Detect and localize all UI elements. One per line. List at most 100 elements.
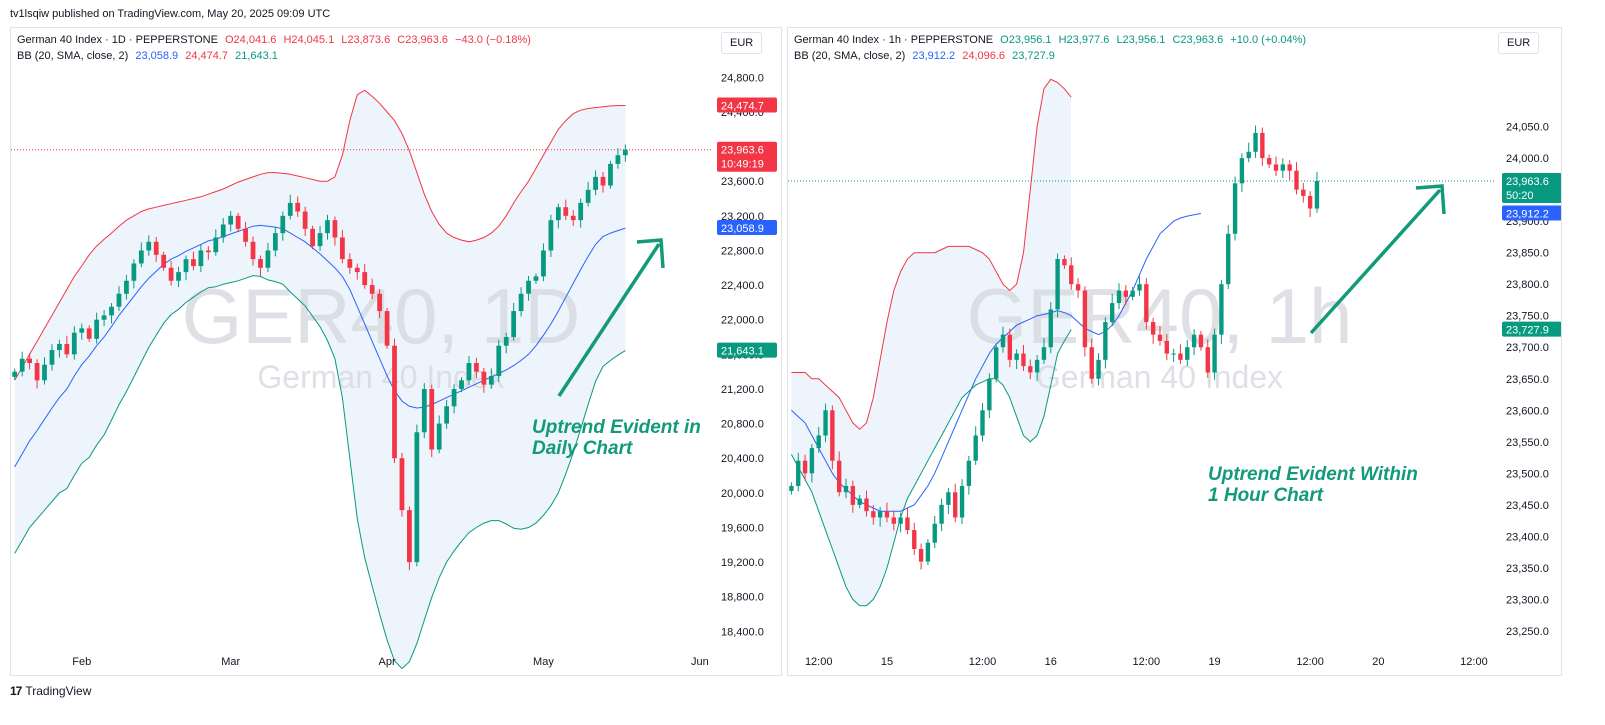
hourly-candle-body [1164,340,1169,354]
hourly-change: +10.0 (+0.04%) [1230,34,1307,46]
daily-change: −43.0 (−0.18%) [455,34,531,46]
hourly-candle-body [1260,132,1265,159]
daily-x-tick-label: Feb [72,656,91,668]
daily-candle-body [414,432,420,563]
hourly-candle-body [1287,164,1292,171]
hourly-candle-body [891,517,896,524]
hourly-y-tick-label: 23,800.0 [1506,279,1549,291]
daily-candle-body [228,215,234,225]
hourly-candle-body [1007,334,1013,360]
hourly-x-tick-label: 12:00 [1296,656,1324,668]
hourly-price-tag [1502,205,1561,221]
hourly-candle-body [1280,164,1286,171]
hourly-candle-body [1212,334,1217,373]
hourly-candle-body [1103,322,1108,360]
hourly-price-tag-value: 23,912.2 [1506,208,1549,220]
daily-candle-body [563,207,569,216]
daily-trend-arrow-shaft [557,243,661,397]
hourly-candle-body [993,347,999,379]
daily-price-tag-value: 23,963.6 [721,145,764,157]
daily-bb-basis: 23,058.9 [135,50,179,62]
daily-y-tick-label: 20,000.0 [721,488,764,500]
hourly-currency-button[interactable]: EUR [1498,32,1540,54]
daily-open: O24,041.6 [225,34,277,46]
hourly-bb-upper-line [791,78,1072,430]
daily-candle-body [466,363,472,381]
daily-candle-body [198,250,204,267]
hourly-candle-body [1048,309,1053,348]
hourly-trend-arrow-head [1415,184,1446,215]
hourly-chart-panel[interactable]: GER40, 1h German 40 Index 24,050.0 24,000.0… [787,27,1562,676]
daily-candle-body [332,220,338,238]
daily-price-tag-countdown: 10:49:19 [721,159,764,171]
daily-y-tick-label: 23,600.0 [721,176,764,188]
hourly-price-tag [1502,321,1561,337]
footer-brand[interactable]: 17 TradingView [10,684,91,698]
hourly-ohlc-legend: German 40 Index · 1h · PEPPERSTONE O23,9… [794,34,1310,46]
hourly-candle-body [1253,132,1258,152]
hourly-candle-body [1130,290,1135,297]
daily-candle-body [451,388,457,407]
hourly-candle-body [939,504,944,524]
daily-candle-body [481,371,487,385]
hourly-candle-body [1198,334,1204,348]
hourly-price-tag-value: 23,963.6 [1506,176,1549,188]
hourly-x-tick-label: 20 [1372,656,1384,668]
daily-bb-upper: 24,474.7 [185,50,229,62]
hourly-candle-body [823,410,828,436]
hourly-candle-body [802,460,808,474]
daily-candle-body [176,272,181,281]
daily-y-tick-label: 18,800.0 [721,592,764,604]
daily-y-tick-label: 19,600.0 [721,522,764,534]
daily-candle-body [49,350,55,365]
daily-candle-body [191,259,196,267]
daily-y-tick-label: 22,400.0 [721,280,764,292]
hourly-candle-body [864,498,869,512]
daily-candle-body [585,189,591,203]
hourly-candle-body [1205,347,1210,373]
hourly-candle-body [1089,347,1094,379]
daily-candle-body [354,267,360,273]
hourly-candle-body [1116,290,1122,304]
daily-y-tick-label: 19,200.0 [721,557,764,569]
daily-candle-body [124,280,129,294]
hourly-trend-arrow-shaft [1309,188,1442,335]
daily-y-tick-label: 20,400.0 [721,453,764,465]
hourly-high: H23,977.6 [1058,34,1110,46]
daily-annotation-line1: Uptrend Evident in [532,417,701,438]
hourly-y-tick-label: 23,650.0 [1506,374,1549,386]
hourly-candle-body [830,410,835,461]
daily-bb-label: BB (20, SMA, close, 2) [17,50,129,62]
hourly-candle-body [898,517,903,524]
daily-candle-body [42,364,47,381]
daily-candle-body [407,510,412,563]
daily-candle-body [347,259,353,268]
hourly-candle-body [1239,158,1245,184]
daily-candle-body [250,241,256,260]
hourly-y-tick-label: 24,050.0 [1506,122,1549,134]
hourly-open: O23,956.1 [1000,34,1052,46]
daily-price-tag-value: 24,474.7 [721,100,764,112]
hourly-bb-upper: 24,096.6 [962,50,1006,62]
hourly-candle-body [816,435,821,449]
daily-candle-body [131,263,137,281]
hourly-candle-body [1034,359,1040,373]
daily-annotation-line2: Daily Chart [532,438,633,459]
daily-candle-body [302,211,308,229]
daily-currency-button[interactable]: EUR [721,32,763,54]
daily-candle-body [235,215,241,229]
hourly-x-tick-label: 16 [1045,656,1057,668]
daily-candle-body [280,215,286,234]
hourly-y-tick-label: 23,400.0 [1506,531,1549,543]
hourly-candle-body [850,485,856,505]
daily-candle-body [101,315,107,320]
hourly-candle-body [809,448,815,474]
hourly-candle-body [953,492,958,518]
hourly-y-tick-label: 23,700.0 [1506,342,1549,354]
daily-candle-body [183,259,189,273]
daily-chart-panel[interactable]: GER40, 1D German 40 Index 24,800.0 24,400.0… [10,27,782,676]
hourly-candle-body [1041,347,1047,360]
hourly-candle-body [1028,366,1033,373]
